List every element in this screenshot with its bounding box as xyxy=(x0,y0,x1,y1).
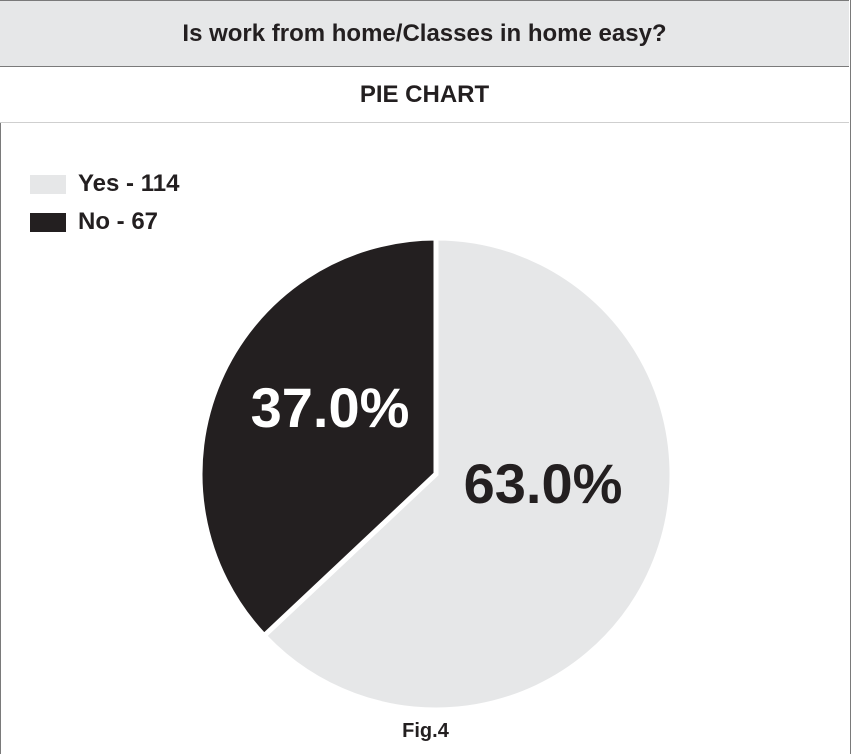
pie-label-yes: 63.0% xyxy=(464,452,623,515)
legend: Yes - 114 No - 67 xyxy=(30,165,179,241)
legend-label-yes: Yes - 114 xyxy=(78,170,180,197)
figure-caption: Fig.4 xyxy=(402,720,449,742)
legend-swatch-yes xyxy=(30,174,66,194)
chart-subtitle: PIE CHART xyxy=(0,67,849,123)
legend-label-no: No - 67 xyxy=(78,208,159,235)
pie-slice-yes xyxy=(260,235,675,713)
legend-item-yes: Yes - 114 xyxy=(30,165,179,203)
question-title: Is work from home/Classes in home easy? xyxy=(0,0,849,67)
pie-slice-no xyxy=(197,235,439,640)
legend-item-no: No - 67 xyxy=(30,203,179,241)
legend-swatch-no xyxy=(30,212,66,232)
pie-label-no: 37.0% xyxy=(251,376,410,439)
